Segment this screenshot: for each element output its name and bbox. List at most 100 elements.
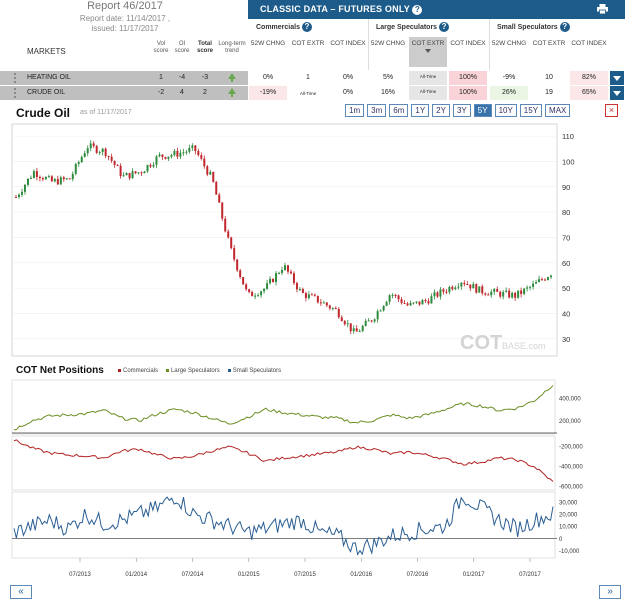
subhead-cot-extr[interactable]: COT EXTR (532, 40, 566, 47)
candle-body (164, 157, 167, 159)
candle-body (316, 295, 319, 303)
candle-body (367, 320, 370, 322)
candle-body (361, 325, 364, 332)
candle-body (346, 323, 349, 325)
market-name[interactable]: CRUDE OIL (27, 89, 66, 96)
help-icon[interactable]: ? (412, 4, 423, 15)
drag-handle-icon[interactable] (14, 88, 23, 98)
candle-body (364, 320, 367, 326)
candle-body (146, 164, 149, 172)
subhead-52w-chng[interactable]: 52W CHNG (250, 40, 286, 47)
candle-body (269, 278, 272, 284)
range-5y-button[interactable]: 5Y (473, 104, 492, 117)
y-tick-label: 80 (562, 208, 570, 217)
candle-body (131, 171, 134, 179)
candle-body (68, 178, 71, 180)
candle-body (535, 282, 538, 284)
cot-y-tick-label: 0 (559, 537, 563, 543)
range-10y-button[interactable]: 10Y (494, 104, 517, 117)
candle-body (463, 282, 466, 285)
candle-body (152, 164, 155, 167)
cell: 65% (570, 86, 608, 100)
subhead-52w-chng[interactable]: 52W CHNG (370, 40, 406, 47)
cot-legend: Commercials Large Speculators Small Spec… (118, 368, 281, 374)
candle-body (149, 164, 152, 167)
expand-row-button[interactable] (610, 86, 624, 100)
subhead-cot-index[interactable]: COT INDEX (330, 40, 366, 47)
candle-body (50, 176, 53, 182)
candle-body (158, 154, 161, 157)
candle-body (35, 171, 38, 178)
x-tick-label: 01/2015 (238, 572, 260, 578)
range-3m-button[interactable]: 3m (367, 104, 387, 117)
chart-title: Crude Oil (16, 106, 71, 120)
range-6m-button[interactable]: 6m (389, 104, 409, 117)
range-max-button[interactable]: MAX (545, 104, 571, 117)
candle-body (430, 296, 433, 304)
market-name[interactable]: HEATING OIL (27, 74, 71, 81)
range-2y-button[interactable]: 2Y (432, 104, 450, 117)
candle-body (502, 291, 505, 297)
candle-body (107, 156, 110, 158)
candle-body (322, 302, 325, 304)
candle-body (245, 284, 248, 290)
cell: 100% (449, 71, 487, 85)
close-chart-button[interactable]: × (605, 104, 618, 117)
cot-y-tick-label: 400,000 (559, 397, 581, 403)
candle-body (116, 165, 119, 167)
candle-body (331, 307, 334, 309)
cell: All-Time (409, 71, 447, 85)
candle-body (281, 270, 284, 273)
cell: 1 (306, 74, 310, 81)
candle-body (301, 289, 304, 293)
cot-chart[interactable]: 200,000 400,000 -200,000 -400,000 -600,000 -1… (0, 378, 625, 583)
candle-body (451, 286, 454, 290)
y-tick-label: 90 (562, 183, 570, 192)
price-chart[interactable]: COT BASE.com 30 40 50 60 70 80 90 100 110 (0, 118, 625, 358)
candle-body (496, 289, 499, 292)
range-1y-button[interactable]: 1Y (411, 104, 430, 117)
candle-body (532, 283, 535, 287)
subhead-cot-extr-selected[interactable]: COT EXTR (409, 37, 447, 67)
help-icon[interactable]: ? (559, 22, 570, 32)
candle-body (391, 295, 394, 297)
candle-body (128, 172, 131, 179)
market-row-heating-oil[interactable]: HEATING OIL 1 -4 -3 0% 1 0% 5% All-Time … (0, 71, 624, 85)
help-icon[interactable]: ? (301, 22, 312, 32)
y-tick-label: 30 (562, 335, 570, 344)
candle-body (289, 271, 292, 274)
y-tick-label: 70 (562, 233, 570, 242)
total-score: -3 (201, 74, 209, 81)
drag-handle-icon[interactable] (14, 73, 23, 83)
classic-data-bar: CLASSIC DATA – FUTURES ONLY ? (248, 0, 625, 19)
candle-body (313, 294, 316, 296)
candle-body (388, 295, 391, 302)
oi-score-header: OI score (174, 41, 190, 54)
range-1m-button[interactable]: 1m (345, 104, 365, 117)
candle-body (310, 294, 313, 296)
candle-body (101, 148, 104, 153)
nav-prev-button[interactable]: « (10, 585, 32, 599)
group-commercials: Commercials ? (256, 22, 312, 32)
subhead-52w-chng[interactable]: 52W CHNG (491, 40, 527, 47)
candle-body (412, 302, 415, 304)
range-3y-button[interactable]: 3Y (452, 104, 471, 117)
cell: 0% (342, 74, 354, 81)
print-icon[interactable] (597, 4, 608, 14)
nav-next-button[interactable]: » (599, 585, 621, 599)
subhead-cot-index[interactable]: COT INDEX (571, 40, 607, 47)
x-tick-label: 07/2014 (182, 572, 204, 578)
candle-body (56, 179, 59, 185)
candle-body (41, 178, 44, 180)
candle-body (188, 147, 191, 152)
subhead-cot-extr[interactable]: COT EXTR (291, 40, 325, 47)
help-icon[interactable]: ? (439, 22, 450, 32)
range-15y-button[interactable]: 15Y (519, 104, 543, 117)
vol-score: 1 (159, 74, 163, 81)
candle-body (307, 294, 310, 299)
market-row-crude-oil[interactable]: CRUDE OIL -2 4 2 -19% All-Time 0% 16% Al… (0, 86, 624, 100)
candle-body (275, 273, 278, 283)
candle-body (119, 165, 122, 177)
expand-row-button[interactable] (610, 71, 624, 85)
subhead-cot-index[interactable]: COT INDEX (450, 40, 486, 47)
